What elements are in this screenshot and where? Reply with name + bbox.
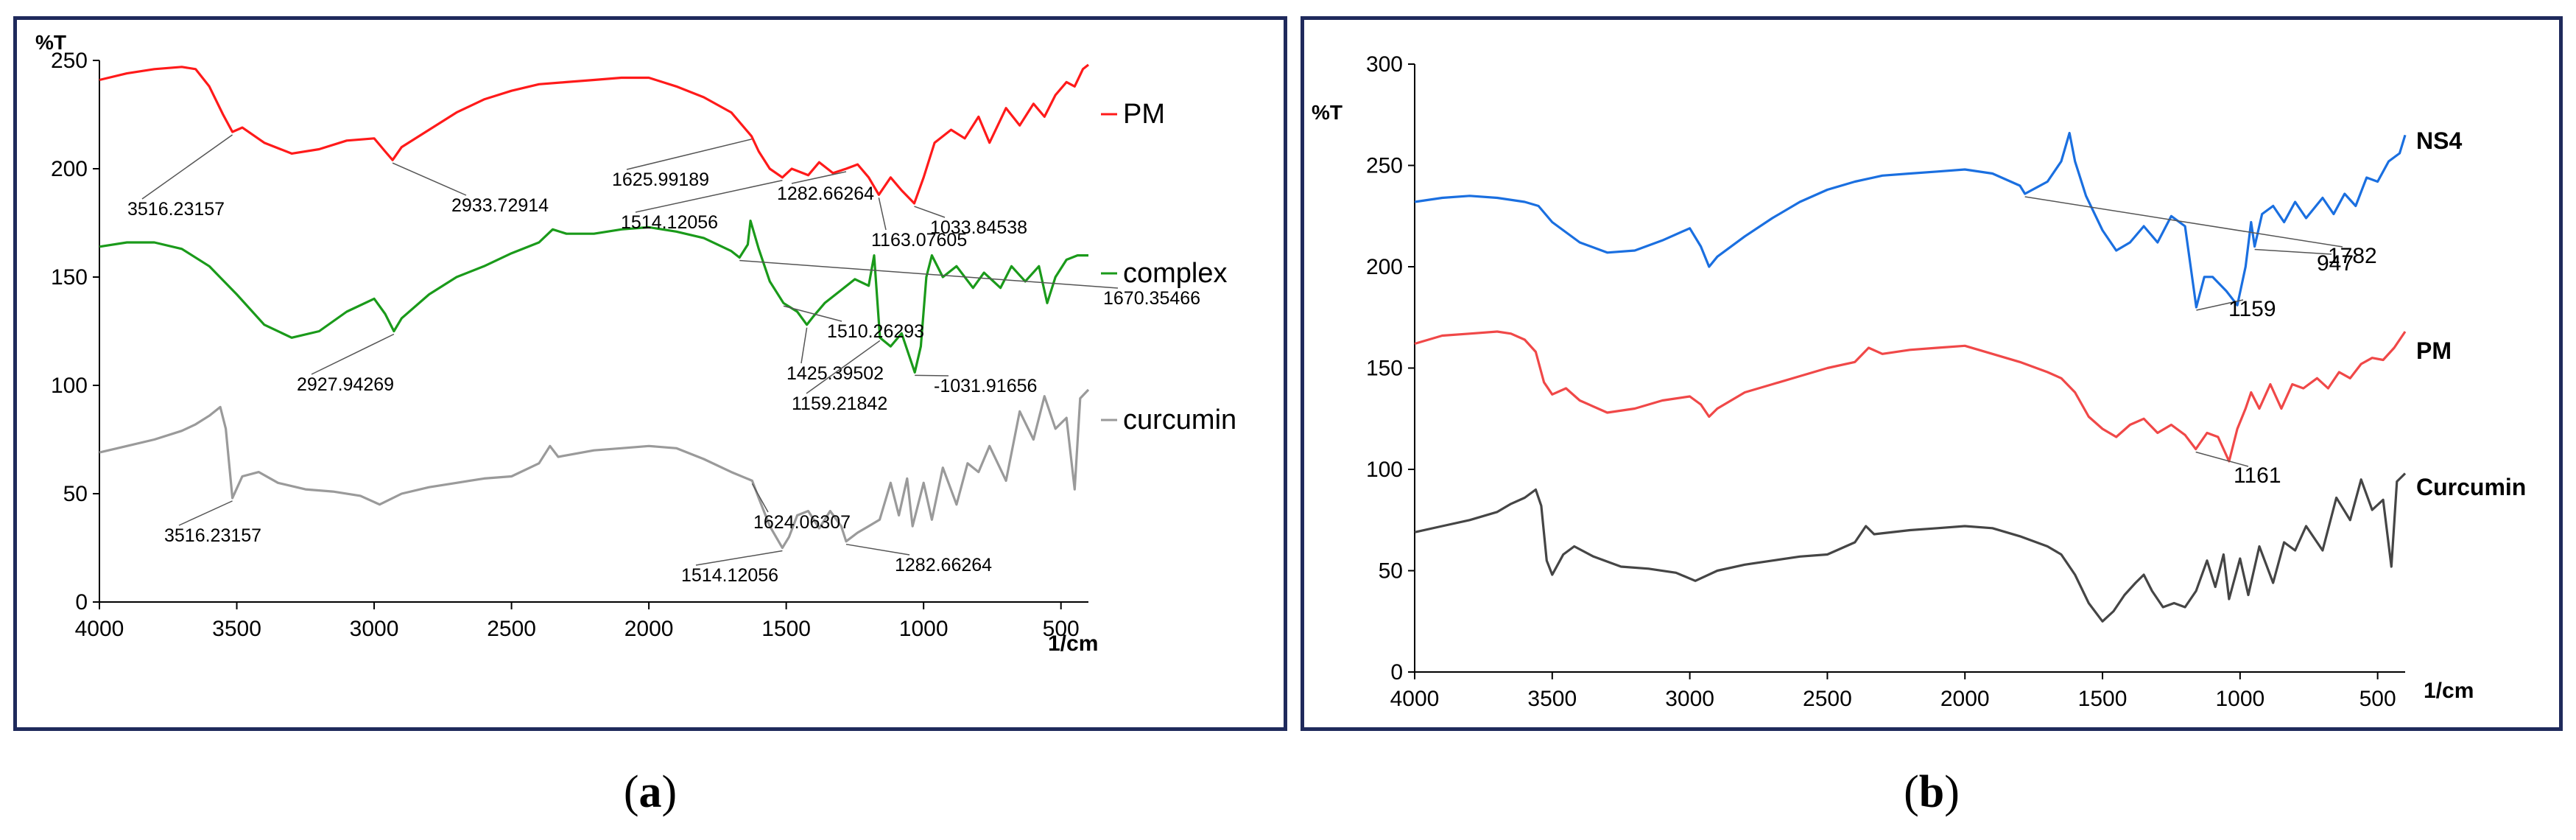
peak-annotation: 3516.23157 (127, 199, 225, 220)
x-tick-label: 2000 (1940, 687, 1990, 711)
caption-b-close: ) (1944, 767, 1960, 817)
x-tick-label: 4000 (1390, 687, 1440, 711)
peak-annotation: 1282.66264 (777, 183, 874, 204)
caption-a-letter: a (638, 767, 662, 817)
x-tick-label: 1000 (2215, 687, 2264, 711)
annotation-leader (635, 180, 783, 213)
series-label-ns4: NS4 (2416, 127, 2462, 154)
series-line-curcumin (99, 388, 1090, 550)
x-tick-label: 3000 (350, 617, 399, 641)
caption-a-close: ) (661, 767, 678, 817)
x-tick-label: 4000 (75, 617, 124, 641)
x-tick-label: 1500 (761, 617, 811, 641)
annotation-leader (178, 500, 233, 526)
x-tick-label: 500 (1043, 617, 1080, 641)
annotation-leader (695, 550, 783, 566)
y-tick-label: 150 (51, 265, 88, 290)
peak-annotation: 3516.23157 (164, 525, 261, 546)
series-label-curcumin: Curcumin (2416, 474, 2526, 500)
caption-b-letter: b (1918, 767, 1945, 817)
peak-annotation: 1624.06307 (753, 512, 851, 533)
annotation-leader (800, 327, 808, 364)
annotation-leader (914, 206, 946, 218)
y-tick-label: 150 (1366, 357, 1403, 381)
series-line-ns4 (1414, 131, 2407, 309)
peak-annotation: 1033.84538 (930, 217, 1027, 238)
series-label-pm: PM (1123, 99, 1165, 130)
annotation-leader (806, 340, 881, 394)
peak-annotation: 2927.94269 (297, 374, 394, 395)
series-line-curcumin (1414, 472, 2407, 623)
series-line-pm (1414, 330, 2407, 463)
x-tick-label: 3500 (1527, 687, 1577, 711)
peak-annotation: 1159 (2228, 297, 2276, 321)
y-tick-label: 0 (1390, 660, 1403, 685)
annotation-leader (915, 374, 949, 377)
x-tick-label: 1500 (2078, 687, 2128, 711)
y-tick-label: 200 (1366, 255, 1403, 279)
y-tick-label: 100 (51, 374, 88, 398)
annotation-leader (2196, 299, 2244, 311)
peak-annotation: -1031.91656 (934, 376, 1037, 396)
chart-panel-a: 0 50 100 150 200 250 4000 3500 3000 2500 2000 1500 1… (13, 16, 1287, 731)
y-axis-label: %T (1312, 101, 1342, 124)
series-line-complex (99, 220, 1088, 374)
y-tick-label: 50 (63, 482, 88, 506)
annotation-leader (878, 197, 887, 231)
x-tick-label: 2500 (487, 617, 536, 641)
annotation-leader (739, 259, 1119, 289)
peak-annotation: 1670.35466 (1103, 288, 1200, 309)
peak-annotation: 947 (2317, 251, 2354, 276)
series-label-pm: PM (2416, 337, 2452, 364)
caption-a: (a) (624, 766, 677, 819)
peak-annotation: 1282.66264 (895, 555, 992, 575)
y-tick-label: 200 (51, 157, 88, 181)
y-tick-label: 300 (1366, 52, 1403, 77)
annotation-leader (845, 543, 910, 556)
x-tick-label: 1000 (899, 617, 949, 641)
peak-annotation: 1161 (2234, 463, 2281, 488)
annotation-leader (311, 333, 395, 375)
annotation-leader (791, 171, 847, 184)
x-tick-label: 3500 (212, 617, 261, 641)
annotation-leader (392, 162, 467, 196)
ftir-chart-b: 0 50 100 150 200 250 300 4000 3500 3000 2500 2000 15… (1312, 52, 2526, 711)
peak-annotation: 1425.39502 (786, 363, 884, 384)
caption-b-open: ( (1904, 767, 1919, 817)
annotation-leader (2024, 196, 2343, 248)
annotation-leader (626, 139, 752, 170)
peak-annotation: 1514.12056 (681, 565, 778, 586)
annotation-leader (751, 483, 769, 513)
x-tick-label: 2000 (624, 617, 674, 641)
annotation-leader (783, 305, 842, 322)
series-label-complex: complex (1123, 258, 1228, 289)
series-label-curcumin: curcumin (1123, 405, 1236, 435)
peak-annotation: 1510.26293 (827, 321, 924, 342)
y-axis-label: %T (35, 31, 66, 54)
x-axis-label: 1/cm (2424, 679, 2474, 703)
peak-annotation: 1625.99189 (612, 169, 709, 190)
y-tick-label: 100 (1366, 458, 1403, 482)
y-tick-label: 250 (51, 49, 88, 73)
peak-annotation: 1514.12056 (621, 212, 718, 233)
peak-annotation: 1163.07605 (871, 230, 967, 251)
y-tick-label: 0 (75, 590, 88, 615)
annotation-leader (2195, 451, 2249, 467)
peak-annotation: 1159.21842 (792, 393, 887, 414)
chart-panel-b: 0 50 100 150 200 250 300 4000 3500 3000 2500 2000 15… (1301, 16, 2563, 731)
series-line-pm (99, 63, 1089, 205)
caption-b: (b) (1904, 766, 1960, 819)
y-tick-label: 250 (1366, 154, 1403, 178)
peak-annotation: 2933.72914 (451, 195, 549, 216)
annotation-leader (141, 134, 233, 200)
peak-annotation: 1782 (2328, 244, 2377, 268)
x-tick-label: 3000 (1665, 687, 1714, 711)
ftir-chart-a: 0 50 100 150 200 250 4000 3500 3000 2500 2000 1500 1… (35, 31, 1236, 656)
annotation-leader (2254, 248, 2332, 255)
x-tick-label: 500 (2359, 687, 2396, 711)
x-tick-label: 2500 (1803, 687, 1852, 711)
caption-a-open: ( (623, 767, 639, 817)
y-tick-label: 50 (1379, 559, 1403, 584)
x-axis-label: 1/cm (1048, 631, 1098, 656)
